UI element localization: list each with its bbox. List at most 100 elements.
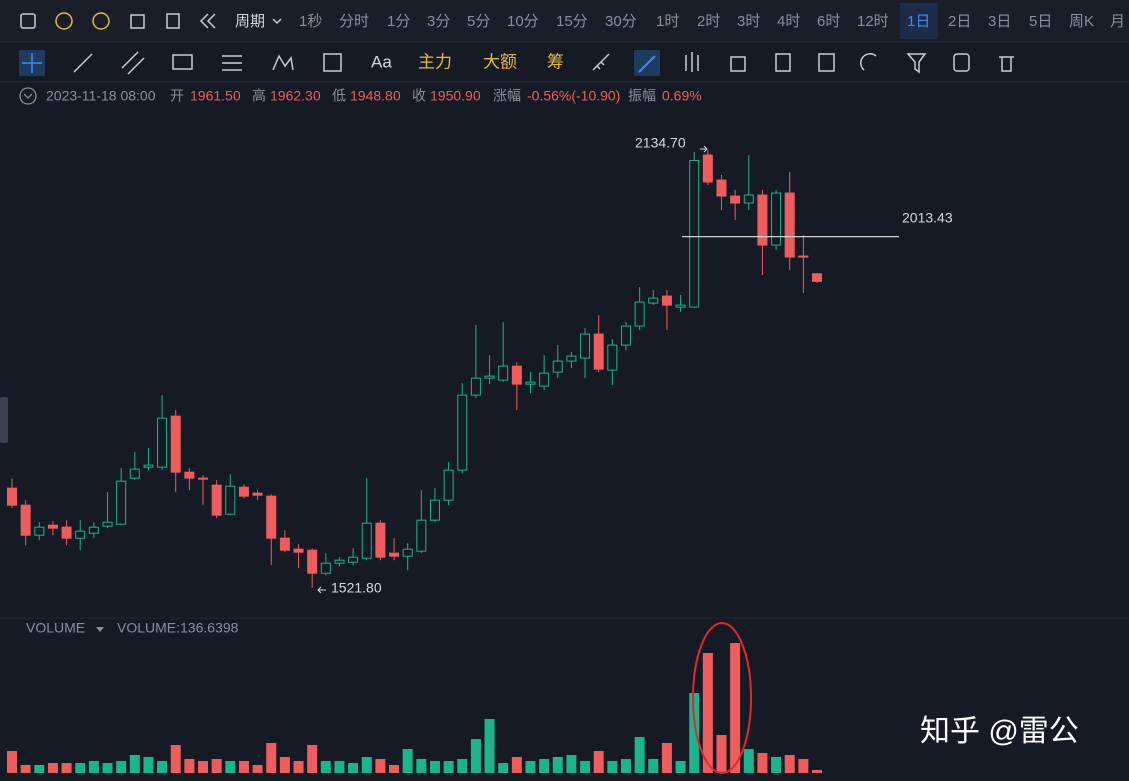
icon[interactable] bbox=[55, 12, 73, 30]
icon[interactable] bbox=[592, 53, 610, 71]
interval[interactable]: 分时 bbox=[339, 13, 369, 30]
icon[interactable] bbox=[953, 53, 970, 72]
interval[interactable]: 周K bbox=[1069, 13, 1094, 30]
text-tool[interactable]: Aa bbox=[371, 52, 392, 71]
icon[interactable] bbox=[22, 53, 42, 73]
icon[interactable] bbox=[906, 53, 927, 74]
interval[interactable]: 5日 bbox=[1029, 13, 1052, 30]
candle-body bbox=[443, 469, 454, 501]
candle-body bbox=[784, 192, 795, 258]
volume-bar bbox=[743, 749, 754, 773]
volume-bar bbox=[784, 755, 795, 773]
volume-bar bbox=[429, 761, 440, 773]
candle-body bbox=[511, 365, 522, 385]
interval[interactable]: 1秒 bbox=[299, 13, 322, 30]
volume-bar bbox=[389, 765, 400, 773]
icon[interactable] bbox=[323, 53, 342, 72]
tool-icons[interactable] bbox=[22, 51, 1014, 75]
period-label[interactable]: 周期 bbox=[235, 13, 265, 30]
candle-body bbox=[798, 255, 809, 258]
volume-bar bbox=[102, 763, 113, 773]
interval[interactable]: 2时 bbox=[697, 13, 720, 30]
interval[interactable]: 3日 bbox=[988, 13, 1011, 30]
icon[interactable] bbox=[818, 53, 835, 72]
interval[interactable]: 月 bbox=[1110, 13, 1125, 30]
icon[interactable] bbox=[92, 12, 110, 30]
icon[interactable] bbox=[860, 53, 877, 71]
volume-bar bbox=[307, 745, 318, 773]
interval[interactable]: 2日 bbox=[948, 13, 971, 30]
info-label: 低 bbox=[332, 88, 346, 104]
interval[interactable]: 30分 bbox=[605, 13, 637, 30]
arrow bbox=[317, 586, 326, 594]
volume-bar bbox=[566, 755, 577, 773]
icon[interactable] bbox=[222, 55, 242, 71]
candle-body bbox=[661, 295, 672, 306]
plot: 2134.70 1521.80 2013.43 bbox=[7, 135, 953, 773]
candle-body bbox=[157, 417, 168, 468]
interval[interactable]: 12时 bbox=[857, 13, 889, 30]
icon[interactable] bbox=[130, 14, 145, 29]
candle-body bbox=[539, 372, 550, 387]
candle-body bbox=[361, 522, 372, 559]
candle-body bbox=[279, 537, 290, 551]
collapse-icon[interactable] bbox=[19, 87, 37, 105]
volume-bar bbox=[61, 763, 72, 773]
icon[interactable] bbox=[20, 13, 36, 29]
icon[interactable] bbox=[172, 54, 193, 70]
volume-bar bbox=[675, 761, 686, 773]
volume-bar bbox=[661, 743, 672, 773]
interval[interactable]: 1日 bbox=[907, 13, 930, 30]
volume-bar bbox=[634, 737, 645, 773]
interval[interactable]: 1时 bbox=[656, 13, 679, 30]
icon[interactable] bbox=[272, 54, 294, 71]
info-value: -0.56%(-10.90) bbox=[527, 88, 620, 104]
interval[interactable]: 1分 bbox=[387, 13, 410, 30]
candle-body bbox=[75, 530, 86, 539]
info-label: 收 bbox=[412, 88, 426, 104]
candle-body bbox=[675, 304, 686, 308]
icon[interactable] bbox=[166, 13, 180, 29]
volume-bar bbox=[34, 765, 45, 773]
candle-body bbox=[184, 471, 195, 479]
interval[interactable]: 15分 bbox=[556, 13, 588, 30]
volume-bar bbox=[620, 759, 631, 773]
volume-bar bbox=[648, 759, 659, 773]
volume-name: VOLUME bbox=[26, 620, 85, 636]
interval[interactable]: 5分 bbox=[467, 13, 490, 30]
icon[interactable] bbox=[121, 51, 145, 75]
top-icons[interactable] bbox=[20, 12, 216, 30]
level-label: 2013.43 bbox=[902, 209, 953, 225]
interval[interactable]: 4时 bbox=[777, 13, 800, 30]
indicator[interactable]: 主力 bbox=[418, 52, 452, 71]
indicator[interactable]: 筹 bbox=[547, 52, 564, 71]
candle-body bbox=[484, 375, 495, 379]
icon[interactable] bbox=[73, 53, 93, 73]
icon[interactable] bbox=[638, 55, 656, 73]
indicator[interactable]: 大额 bbox=[483, 52, 517, 71]
candle-body bbox=[320, 562, 331, 574]
interval[interactable]: 10分 bbox=[507, 13, 539, 30]
icon[interactable] bbox=[999, 56, 1014, 72]
volume-bar bbox=[47, 763, 58, 773]
candle-body bbox=[416, 519, 427, 552]
candle-body bbox=[470, 377, 481, 396]
side-handle[interactable] bbox=[0, 397, 8, 443]
candle-body bbox=[293, 548, 304, 553]
candle-body bbox=[348, 556, 359, 563]
volume-bar bbox=[252, 765, 263, 773]
interval[interactable]: 3时 bbox=[737, 13, 760, 30]
collapse-icon bbox=[23, 93, 33, 99]
icon[interactable] bbox=[775, 53, 791, 72]
icon[interactable] bbox=[199, 13, 216, 29]
interval[interactable]: 6时 bbox=[817, 13, 840, 30]
icon[interactable] bbox=[685, 52, 699, 72]
interval[interactable]: 3分 bbox=[427, 13, 450, 30]
info-time: 2023-11-18 08:00 bbox=[46, 88, 156, 104]
volume-bar bbox=[498, 763, 509, 773]
icon[interactable] bbox=[730, 56, 746, 72]
candle-body bbox=[34, 526, 45, 536]
volume-bar bbox=[116, 761, 127, 773]
volume-bar bbox=[198, 761, 209, 773]
info-value: 1948.80 bbox=[350, 88, 401, 104]
